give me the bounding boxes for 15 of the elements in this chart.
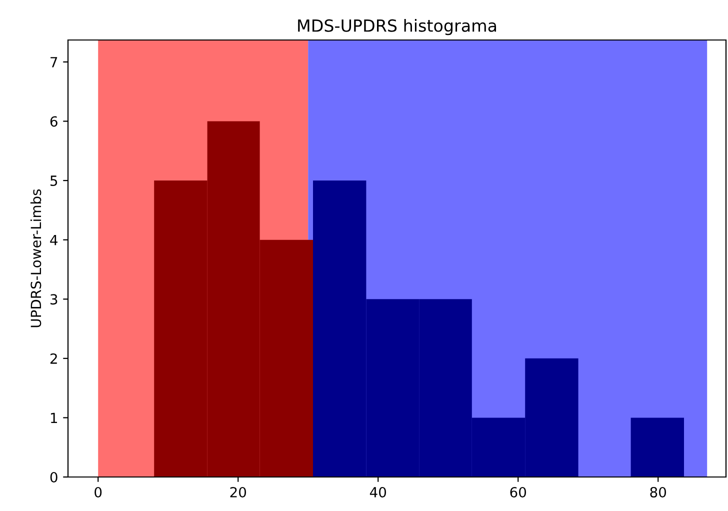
- y-tick-label: 6: [50, 116, 58, 127]
- x-tick-label: 40: [370, 486, 386, 498]
- y-tick-label: 3: [50, 294, 58, 305]
- x-tick-label: 20: [230, 486, 246, 498]
- y-axis-title: UPDRS-Lower-Limbs: [30, 189, 42, 328]
- y-tick-label: 2: [50, 353, 57, 364]
- y-tick-label: 5: [50, 176, 58, 186]
- y-tick-label: 4: [50, 234, 58, 246]
- y-tick-label: 0: [50, 472, 58, 482]
- y-tick-label: 7: [50, 57, 58, 68]
- x-tick-label: 0: [94, 486, 102, 498]
- chart-title: MDS-UPDRS histograma: [298, 19, 496, 36]
- x-tick-label: 80: [650, 486, 666, 498]
- x-tick-label: 60: [510, 486, 526, 498]
- y-tick-label: 1: [50, 412, 57, 423]
